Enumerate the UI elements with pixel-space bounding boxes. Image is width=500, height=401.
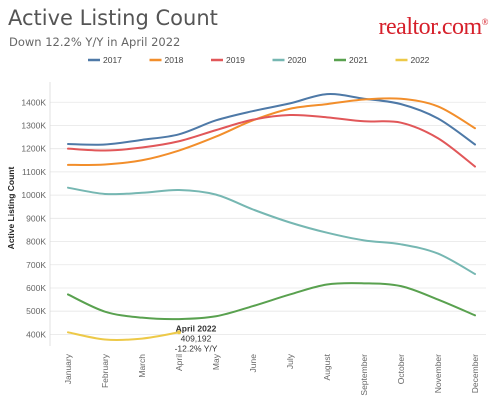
x-tick-label: June	[248, 354, 258, 373]
y-tick-label: 1100K	[22, 167, 46, 177]
x-tick-label: April	[174, 354, 184, 371]
y-tick-labels: 400K 500K 600K 700K 800K 900K 1000K 1100K 1200K 1…	[21, 97, 46, 339]
y-tick-label: 500K	[26, 306, 46, 316]
logo-text: realtor.com	[378, 14, 483, 40]
legend-label-2017: 2017	[103, 55, 122, 65]
annotation-point	[177, 330, 181, 335]
annotation-change: -12.2% Y/Y	[175, 343, 218, 353]
y-tick-label: 800K	[26, 237, 46, 247]
x-tick-label: December	[470, 354, 480, 393]
y-tick-label: 900K	[26, 213, 46, 223]
y-tick-label: 1200K	[21, 144, 46, 154]
legend-label-2021: 2021	[349, 55, 368, 65]
x-tick-label: January	[63, 353, 73, 384]
legend-label-2019: 2019	[226, 55, 245, 65]
x-tick-label: November	[433, 354, 443, 393]
x-tick-label: February	[100, 353, 110, 388]
x-tick-label: October	[396, 354, 406, 384]
chart-subtitle: Down 12.2% Y/Y in April 2022	[9, 35, 181, 49]
legend-label-2020: 2020	[288, 55, 307, 65]
series-line-2021	[67, 282, 476, 321]
series-lines	[67, 93, 476, 341]
legend-label-2022: 2022	[411, 55, 430, 65]
legend-label-2018: 2018	[165, 55, 184, 65]
series-line-2017	[67, 93, 476, 146]
series-line-2018	[67, 97, 476, 166]
y-tick-label: 1300K	[21, 120, 46, 130]
annotation-value: 409,192	[181, 333, 212, 343]
chart-title: Active Listing Count	[8, 6, 218, 30]
y-tick-label: 1400K	[21, 97, 46, 107]
annotation-title: April 2022	[176, 323, 217, 333]
y-tick-label: 600K	[26, 283, 46, 293]
logo-registered-mark: ®	[481, 17, 489, 27]
x-tick-label: September	[359, 354, 369, 396]
series-line-2020	[67, 186, 476, 276]
y-tick-label: 700K	[26, 260, 46, 270]
x-tick-label: August	[322, 353, 332, 380]
x-tick-labels: January February March April May June July Augu…	[63, 353, 480, 395]
series-line-2022	[67, 331, 180, 341]
y-axis-label: Active Listing Count	[6, 167, 16, 250]
y-tick-label: 1000K	[21, 190, 46, 200]
x-tick-label: July	[285, 353, 295, 369]
grid-lines	[49, 82, 486, 346]
x-tick-label: March	[137, 354, 147, 378]
legend: 2017 2018 2019 2020 2021 2022	[88, 55, 430, 65]
series-line-2019	[67, 113, 476, 168]
x-tick-label: May	[211, 353, 221, 370]
realtor-logo: realtor.com®	[378, 14, 489, 41]
y-tick-label: 400K	[26, 329, 46, 339]
